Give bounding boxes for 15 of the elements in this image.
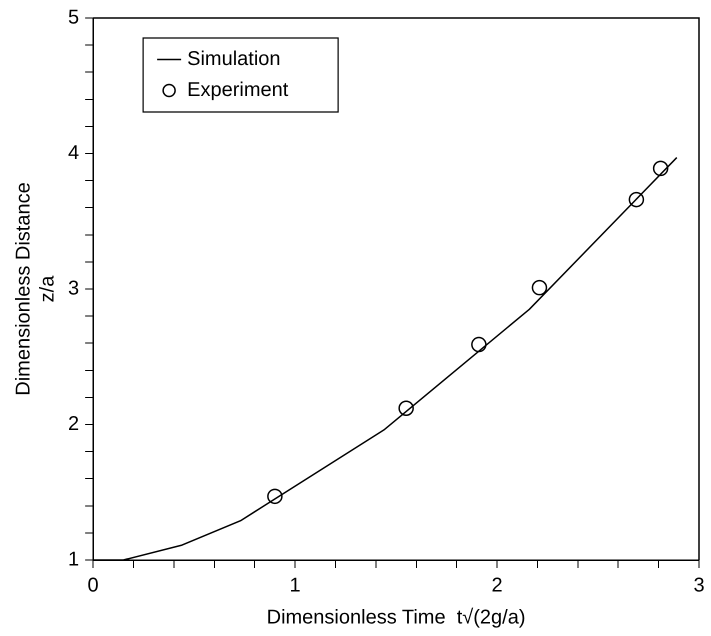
- y-tick-label: 3: [68, 278, 80, 300]
- x-tick-label: 3: [693, 574, 705, 597]
- x-tick-label: 1: [290, 574, 301, 597]
- x-tick-label: 0: [88, 574, 99, 597]
- x-tick-label: 2: [491, 574, 503, 597]
- y-tick-label: 2: [68, 413, 80, 436]
- x-axis-title: Dimensionless Time t√(2g/a): [266, 606, 526, 629]
- point: [532, 280, 548, 296]
- point: [471, 336, 487, 352]
- legend-label: Experiment: [187, 79, 289, 102]
- y-tick-label: 4: [68, 142, 80, 164]
- legend-label: Simulation: [187, 48, 281, 70]
- y-axis-title: Dimensionless Distance z/a: [12, 182, 59, 396]
- y-tick-label: 1: [68, 548, 80, 571]
- y-tick-label: 5: [68, 6, 80, 29]
